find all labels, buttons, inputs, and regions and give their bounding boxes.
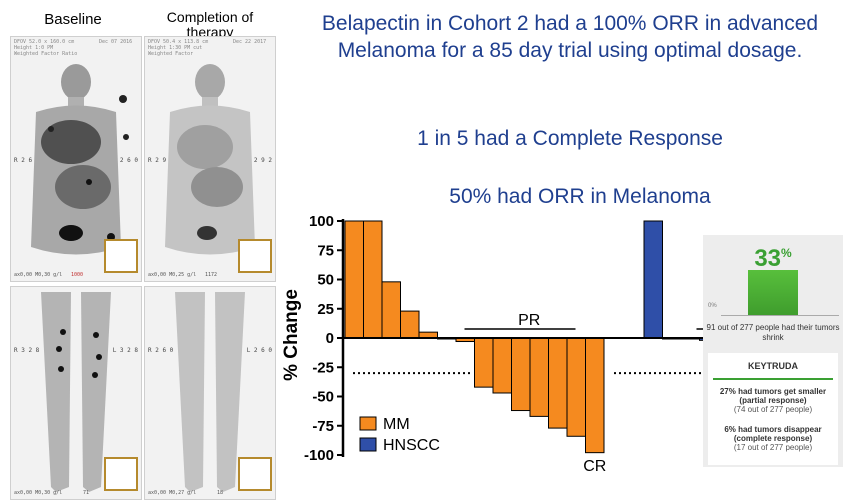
orientation-thumbnail — [104, 239, 138, 273]
scan-side-r: R 3 2 8 — [14, 347, 40, 354]
y-axis-label: % Change — [281, 289, 302, 381]
body-silhouette — [165, 64, 255, 255]
legend: MM HNSCC — [359, 416, 440, 454]
annotation-label: PR — [518, 312, 540, 329]
orientation-thumbnail — [238, 239, 272, 273]
bar-mm — [344, 220, 364, 339]
baseline-lower-body-scan: R 3 2 8 L 3 2 8 ax0,00 M0,30 g/l 71 — [10, 286, 142, 500]
keytruda-card: KEYTRUDA 27% had tumors get smaller (par… — [708, 353, 838, 465]
scan-count: 71 — [83, 490, 90, 496]
y-tick-label: -75 — [312, 418, 334, 435]
partial-response-text: 27% had tumors get smaller (partial resp… — [708, 387, 838, 414]
y-tick-label: -25 — [312, 359, 334, 376]
response-bar — [748, 270, 798, 315]
scan-side-r: R 2 9 2 — [148, 157, 174, 164]
scan-side-l: L 2 9 2 — [246, 157, 272, 164]
legend-swatch — [359, 437, 377, 452]
y-tick-label: 50 — [317, 272, 334, 289]
headline-melanoma-orr: 50% had ORR in Melanoma — [449, 185, 711, 208]
scan-side-l: L 2 6 0 — [246, 347, 272, 354]
bar-baseline — [721, 315, 839, 316]
scan-footer: ax0,00 M0,27 g/l — [148, 490, 197, 496]
y-tick-label: 25 — [317, 301, 334, 318]
scan-side-l: L 3 2 8 — [112, 347, 138, 354]
legend-label: HNSCC — [383, 437, 440, 454]
headline-complete-response: 1 in 5 had a Complete Response — [417, 127, 723, 150]
scan-count: 1000 — [71, 272, 84, 278]
legend-swatch — [359, 416, 377, 431]
body-silhouette — [31, 64, 129, 255]
bar-mm — [381, 281, 401, 339]
legend-label: MM — [383, 416, 410, 433]
annotations: PRPRCRCR — [464, 312, 705, 475]
baseline-label: Baseline — [44, 11, 102, 28]
bar-mm — [585, 337, 605, 454]
bar-mm — [566, 337, 586, 437]
percent-sign: % — [781, 246, 792, 260]
big-percentage: 33% — [703, 245, 843, 273]
complete-response-main: 6% had tumors disappear (complete respon… — [724, 425, 822, 443]
completion-label: Completion of therapy — [166, 9, 254, 40]
keytruda-comparison-panel: 33% 0% 91 out of 277 people had their tu… — [703, 235, 843, 467]
scan-footer: ax0,00 M0,30 g/l — [14, 490, 63, 496]
scan-count: 1172 — [205, 272, 218, 278]
big-percentage-value: 33 — [754, 245, 782, 272]
scan-header: DFOV 52.0 x 160.0 cm Height 1:0 PM Weigh… — [14, 39, 78, 57]
legs-silhouette — [41, 292, 111, 492]
y-tick-label: -100 — [304, 447, 334, 464]
bar-mm — [511, 337, 531, 412]
completion-upper-body-scan: DFOV 50.4 x 113.8 cm Height 1:30 PM cut … — [144, 36, 276, 282]
bar-mm — [492, 337, 512, 394]
partial-response-main: 27% had tumors get smaller (partial resp… — [719, 387, 827, 405]
keytruda-title: KEYTRUDA — [747, 361, 798, 371]
y-tick-label: 0 — [326, 330, 334, 347]
completion-lower-body-scan: R 2 6 0 L 2 6 0 ax0,00 M0,27 g/l 18 — [144, 286, 276, 500]
bar-mm — [474, 337, 494, 388]
y-tick-label: 100 — [309, 213, 334, 230]
axes — [341, 219, 705, 457]
scan-header: DFOV 50.4 x 113.8 cm Height 1:30 PM cut … — [148, 39, 209, 57]
scan-side-l: L 2 6 0 — [112, 157, 138, 164]
baseline-upper-body-scan: DFOV 52.0 x 160.0 cm Height 1:0 PM Weigh… — [10, 36, 142, 282]
bar-mm — [548, 337, 568, 429]
partial-response-count: (74 out of 277 people) — [733, 405, 813, 414]
pet-scan-panel: Baseline Completion of therapy DFOV 52.0… — [0, 0, 290, 503]
annotation-label: CR — [583, 458, 606, 475]
y-axis-ticks: 100 75 50 25 0 -25 -50 -75 -100 — [304, 213, 343, 464]
y-tick-label: -50 — [312, 389, 334, 406]
scan-date: Dec 22 2017 — [233, 39, 267, 45]
scan-side-r: R 2 6 0 — [14, 157, 40, 164]
y-tick-label: 75 — [317, 242, 334, 259]
shrink-text: 91 out of 277 people had their tumors sh… — [706, 323, 840, 342]
scan-date: Dec 07 2016 — [99, 39, 133, 45]
complete-response-count: (17 out of 277 people) — [733, 443, 813, 452]
bar-mm — [363, 220, 383, 339]
headline-cohort-orr: Belapectin in Cohort 2 had a 100% ORR in… — [321, 12, 819, 62]
complete-response-text: 6% had tumors disappear (complete respon… — [708, 425, 838, 452]
accent-rule — [713, 378, 833, 380]
scan-footer: ax0,00 M0,30 g/l — [14, 272, 63, 278]
scan-count: 18 — [217, 490, 224, 496]
orientation-thumbnail — [238, 457, 272, 491]
bar-hnscc — [643, 220, 663, 339]
legs-silhouette — [175, 292, 245, 492]
bar-hnscc — [699, 337, 705, 341]
zero-label: 0% — [708, 303, 717, 309]
orientation-thumbnail — [104, 457, 138, 491]
bar-mm — [400, 310, 420, 339]
scan-footer: ax0,00 M0,25 g/l — [148, 272, 197, 278]
bar-mm — [529, 337, 549, 417]
scan-side-r: R 2 6 0 — [148, 347, 174, 354]
bars — [344, 220, 705, 454]
